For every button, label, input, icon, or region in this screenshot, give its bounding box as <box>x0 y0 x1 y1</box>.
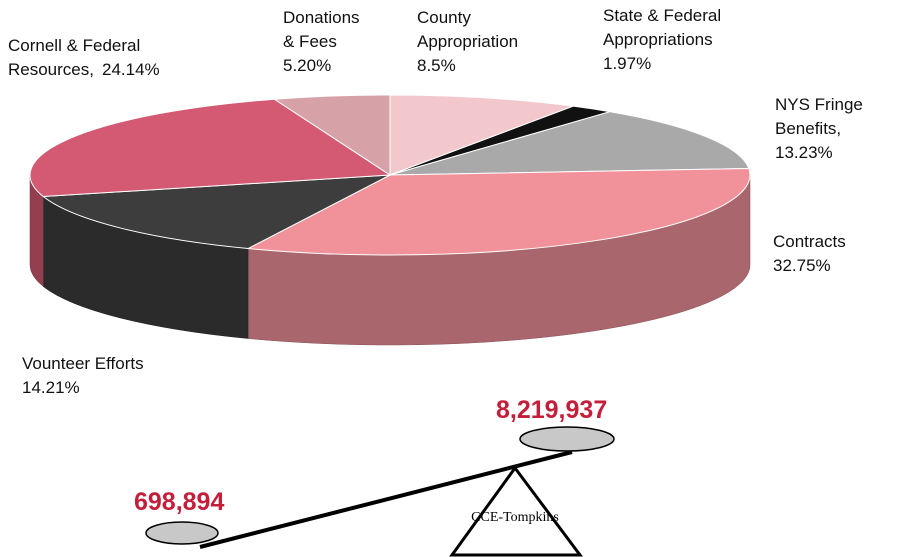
pie <box>30 95 750 345</box>
value-label: 24.14% <box>102 60 160 79</box>
value-label: 8.5% <box>417 54 557 78</box>
value-label: 32.75% <box>773 254 893 278</box>
fulcrum-label: CCE-Tompkins <box>470 508 560 528</box>
slice-label: State & Federal Appropriations 1.97% <box>603 4 763 76</box>
category-name: Contracts <box>773 232 846 251</box>
value-label: 13.23% <box>775 141 870 165</box>
value-label: 14.21% <box>22 376 222 400</box>
left-plate <box>146 522 218 544</box>
value-label: 5.20% <box>283 54 363 78</box>
category-name: State & Federal Appropriations <box>603 6 721 49</box>
slice-label: County Appropriation 8.5% <box>417 6 557 78</box>
left-amount: 698,894 <box>134 488 224 517</box>
slice-label: Contracts 32.75% <box>773 230 893 278</box>
slice-label: NYS Fringe Benefits, 13.23% <box>775 93 870 165</box>
slice-label: Donations & Fees 5.20% <box>283 6 363 78</box>
value-label: 1.97% <box>603 52 763 76</box>
right-plate <box>520 427 614 451</box>
category-name: NYS Fringe Benefits, <box>775 95 863 138</box>
slice-label: Cornell & Federal Resources,24.14% <box>8 34 203 82</box>
right-amount: 8,219,937 <box>496 396 607 425</box>
page: 8,219,937 698,894 CCE-Tompkins (() => { … <box>0 0 903 557</box>
category-name: Vounteer Efforts <box>22 354 144 373</box>
category-name: Donations & Fees <box>283 8 360 51</box>
slice-label: Vounteer Efforts 14.21% <box>22 352 222 400</box>
category-name: County Appropriation <box>417 8 518 51</box>
chart <box>0 0 903 557</box>
